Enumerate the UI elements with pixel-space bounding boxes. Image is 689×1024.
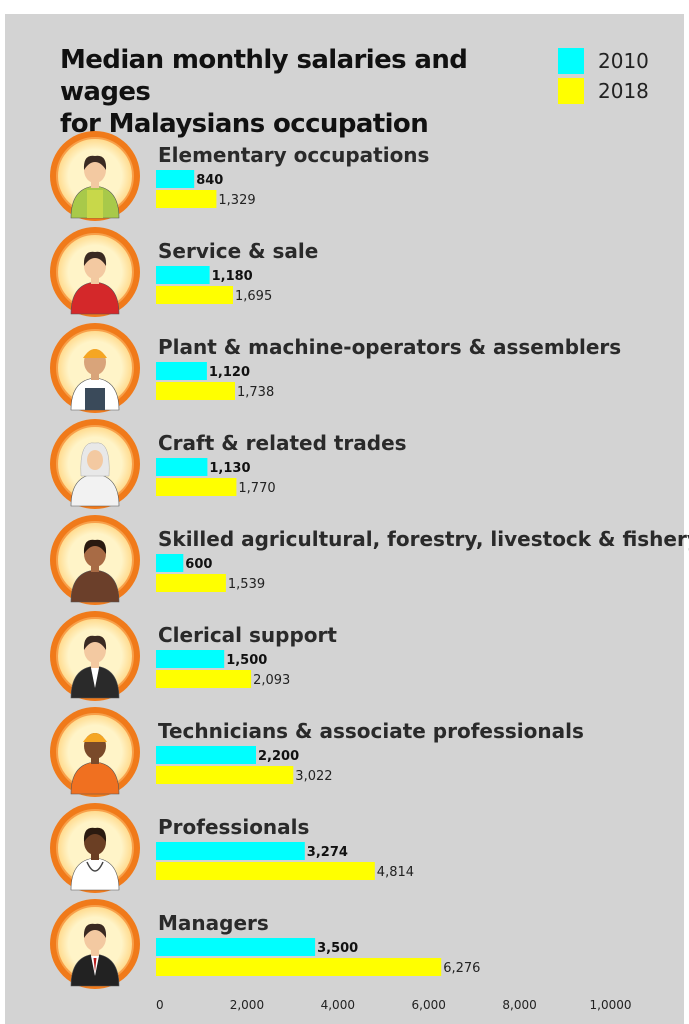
x-tick-label: 1,0000 [590,998,632,1012]
x-tick-label: 8,000 [502,998,536,1012]
legend-label-2018: 2018 [598,79,649,103]
bar-2018 [156,766,294,784]
legend-label-2010: 2010 [598,49,649,73]
value-label-2010: 1,500 [226,653,267,668]
bar-2010 [156,266,210,284]
elementary-worker-icon [50,131,140,221]
bar-2010 [156,842,305,860]
value-label-2018: 6,276 [443,961,480,976]
value-label-2018: 3,022 [295,769,332,784]
bar-2018 [156,478,237,496]
value-label-2018: 4,814 [377,865,414,880]
value-label-2018: 1,770 [238,481,275,496]
farmer-icon [50,515,140,605]
x-tick-label: 0 [156,998,164,1012]
category-label: Managers [158,911,269,935]
category-label: Clerical support [158,623,337,647]
value-label-2018: 2,093 [253,673,290,688]
bar-2010 [156,746,256,764]
chart-title: Median monthly salaries and wages for Ma… [60,44,540,140]
category-label: Technicians & associate professionals [158,719,584,743]
bar-2018 [156,670,252,688]
bar-2010 [156,938,316,956]
legend-swatch-2010 [558,48,584,74]
doctor-icon [50,803,140,893]
technician-icon [50,707,140,797]
category-label: Service & sale [158,239,318,263]
category-label: Elementary occupations [158,143,429,167]
value-label-2010: 840 [196,173,223,188]
title-line-2: for Malaysians occupation [60,109,429,139]
sales-worker-icon [50,227,140,317]
craft-worker-icon [50,419,140,509]
bar-2010 [156,362,207,380]
bar-2010 [156,170,195,188]
x-tick-label: 6,000 [412,998,446,1012]
bar-2018 [156,862,375,880]
bar-2018 [156,382,235,400]
value-label-2010: 600 [185,557,212,572]
bar-2018 [156,574,226,592]
manager-icon [50,899,140,989]
value-label-2018: 1,695 [235,289,272,304]
machine-operator-icon [50,323,140,413]
category-label: Professionals [158,815,309,839]
category-label: Skilled agricultural, forestry, livestoc… [158,527,689,551]
bar-2018 [156,958,442,976]
value-label-2010: 2,200 [258,749,299,764]
bar-2010 [156,650,225,668]
bar-2018 [156,286,233,304]
value-label-2010: 3,500 [317,941,358,956]
value-label-2018: 1,738 [237,385,274,400]
legend-swatch-2018 [558,78,584,104]
category-label: Plant & machine-operators & assemblers [158,335,621,359]
value-label-2010: 3,274 [307,845,348,860]
value-label-2010: 1,130 [209,461,250,476]
value-label-2018: 1,329 [218,193,255,208]
x-tick-label: 4,000 [321,998,355,1012]
clerk-icon [50,611,140,701]
x-tick-label: 2,000 [230,998,264,1012]
bar-2010 [156,458,208,476]
bar-2018 [156,190,217,208]
value-label-2010: 1,180 [212,269,253,284]
value-label-2018: 1,539 [228,577,265,592]
category-label: Craft & related trades [158,431,407,455]
bar-2010 [156,554,184,572]
title-line-1: Median monthly salaries and wages [60,45,468,107]
value-label-2010: 1,120 [209,365,250,380]
